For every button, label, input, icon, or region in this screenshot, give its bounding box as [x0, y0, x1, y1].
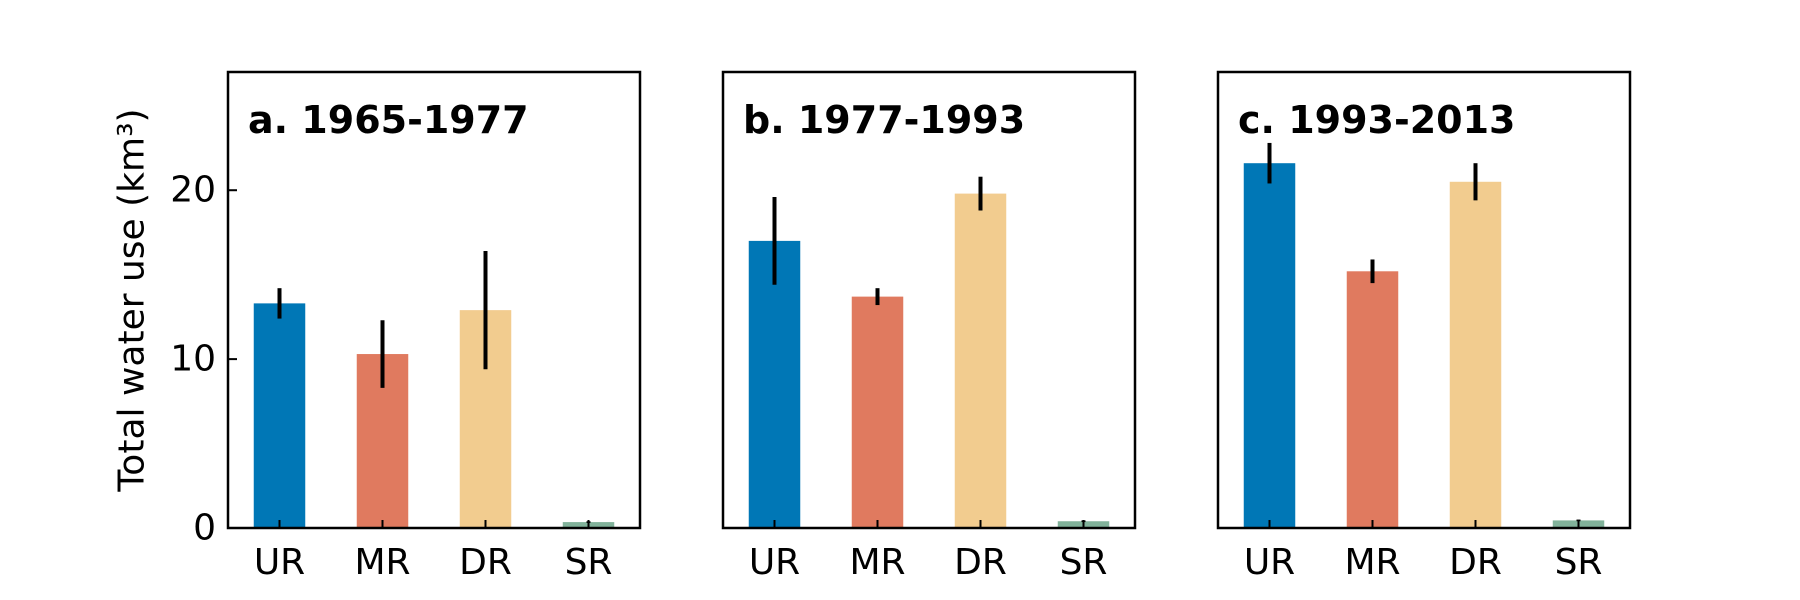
- bar-dr: [1449, 181, 1502, 528]
- panel-frame: [721, 70, 1137, 530]
- panel-1: UR MR DR SR b. 1977-1993: [721, 70, 1137, 583]
- x-tick-label: SR: [1555, 542, 1603, 583]
- y-tick-label: 10: [170, 339, 216, 380]
- y-axis-label: Total water use (km³): [112, 108, 153, 492]
- y-tick-label: 20: [170, 170, 216, 211]
- x-tick-label: MR: [354, 542, 410, 583]
- x-tick-label: UR: [1244, 542, 1295, 583]
- bar-mr: [1346, 271, 1399, 528]
- x-tick-label: SR: [565, 542, 613, 583]
- x-tick-label: DR: [459, 542, 512, 583]
- bar-mr: [851, 296, 904, 528]
- panel-frame: [1216, 70, 1632, 530]
- y-tick-label: 0: [193, 508, 216, 549]
- bar-dr: [954, 193, 1007, 528]
- x-tick-label: DR: [954, 542, 1007, 583]
- panel-frame: [226, 70, 642, 530]
- bar-ur: [748, 240, 801, 528]
- x-tick-label: MR: [849, 542, 905, 583]
- panel-2: UR MR DR SR c. 1993-2013: [1216, 70, 1632, 583]
- x-tick-label: DR: [1449, 542, 1502, 583]
- bar-ur: [253, 303, 306, 528]
- panels: UR MR DR SR a. 1965-1977 0 10 20 UR MR DR SR b. 1977…: [170, 70, 1632, 583]
- bar-ur: [1243, 163, 1296, 528]
- x-tick-label: MR: [1344, 542, 1400, 583]
- x-tick-label: UR: [254, 542, 305, 583]
- x-tick-label: SR: [1060, 542, 1108, 583]
- panel-title: b. 1977-1993: [743, 98, 1025, 142]
- panel-title: c. 1993-2013: [1238, 98, 1516, 142]
- x-tick-label: UR: [749, 542, 800, 583]
- panel-title: a. 1965-1977: [248, 98, 529, 142]
- panel-0: UR MR DR SR a. 1965-1977 0 10 20: [170, 70, 642, 583]
